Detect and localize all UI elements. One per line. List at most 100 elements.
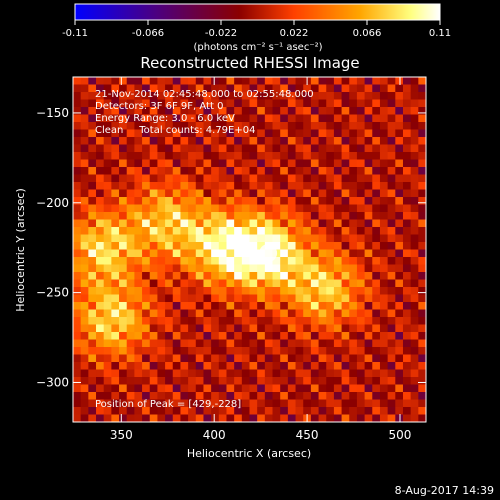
heatmap-cell bbox=[80, 92, 89, 101]
heatmap-cell bbox=[103, 309, 112, 318]
heatmap-cell bbox=[410, 107, 419, 116]
heatmap-cell bbox=[272, 174, 281, 183]
heatmap-cell bbox=[96, 354, 105, 363]
heatmap-cell bbox=[103, 107, 112, 116]
heatmap-cell bbox=[349, 287, 358, 296]
heatmap-cell bbox=[287, 197, 297, 206]
heatmap-cell bbox=[142, 167, 151, 176]
heatmap-cell bbox=[203, 249, 212, 258]
heatmap-cell bbox=[226, 204, 235, 213]
heatmap-cell bbox=[310, 197, 320, 206]
heatmap-cell bbox=[80, 137, 89, 146]
heatmap-cell bbox=[310, 369, 320, 378]
heatmap-cell bbox=[157, 167, 166, 176]
heatmap-cell bbox=[172, 99, 182, 108]
heatmap-cell bbox=[333, 242, 343, 251]
heatmap-cell bbox=[280, 302, 289, 311]
heatmap-cell bbox=[287, 107, 297, 116]
heatmap-cell bbox=[287, 309, 297, 318]
heatmap-cell bbox=[295, 287, 304, 296]
heatmap-cell bbox=[280, 287, 289, 296]
heatmap-cell bbox=[387, 369, 396, 378]
heatmap-cell bbox=[249, 167, 258, 176]
heatmap-cell bbox=[303, 294, 312, 303]
heatmap-cell bbox=[410, 354, 419, 363]
heatmap-cell bbox=[226, 249, 235, 258]
heatmap-cell bbox=[418, 174, 426, 183]
heatmap-cell bbox=[126, 384, 135, 393]
heatmap-cell bbox=[341, 257, 350, 266]
heatmap-cell bbox=[172, 279, 182, 288]
heatmap-cell bbox=[103, 122, 112, 131]
heatmap-cell bbox=[318, 354, 327, 363]
heatmap-cell bbox=[119, 84, 128, 93]
heatmap-cell bbox=[157, 317, 166, 326]
heatmap-cell bbox=[134, 377, 143, 386]
heatmap-cell bbox=[157, 137, 166, 146]
heatmap-cell bbox=[310, 92, 320, 101]
heatmap-cell bbox=[180, 249, 189, 258]
heatmap-cell bbox=[149, 272, 159, 281]
heatmap-cell bbox=[395, 369, 404, 378]
heatmap-cell bbox=[257, 227, 266, 236]
heatmap-cell bbox=[103, 377, 112, 386]
heatmap-cell bbox=[180, 302, 189, 311]
heatmap-cell bbox=[310, 257, 320, 266]
heatmap-cell bbox=[272, 242, 281, 251]
heatmap-cell bbox=[234, 249, 243, 258]
heatmap-cell bbox=[241, 317, 251, 326]
heatmap-cell bbox=[395, 399, 404, 408]
heatmap-cell bbox=[73, 362, 82, 371]
heatmap-cell bbox=[165, 77, 174, 86]
heatmap-cell bbox=[73, 354, 82, 363]
heatmap-cell bbox=[218, 317, 228, 326]
heatmap-cell bbox=[303, 144, 312, 153]
heatmap-cell bbox=[326, 339, 335, 348]
heatmap-cell bbox=[364, 339, 373, 348]
heatmap-cell bbox=[218, 144, 228, 153]
heatmap-cell bbox=[149, 182, 159, 191]
heatmap-cell bbox=[226, 354, 235, 363]
heatmap-cell bbox=[295, 219, 304, 228]
heatmap-cell bbox=[172, 399, 182, 408]
heatmap-cell bbox=[387, 242, 396, 251]
heatmap-cell bbox=[402, 279, 412, 288]
heatmap-cell bbox=[249, 182, 258, 191]
heatmap-cell bbox=[303, 384, 312, 393]
heatmap-cell bbox=[418, 234, 426, 243]
footer-timestamp: 8-Aug-2017 14:39 bbox=[395, 484, 494, 497]
heatmap-cell bbox=[356, 324, 366, 333]
heatmap-cell bbox=[149, 294, 159, 303]
heatmap-cell bbox=[272, 122, 281, 131]
heatmap-cell bbox=[333, 249, 343, 258]
heatmap-cell bbox=[80, 384, 89, 393]
heatmap-cell bbox=[80, 84, 89, 93]
heatmap-cell bbox=[303, 317, 312, 326]
heatmap-cell bbox=[134, 122, 143, 131]
heatmap-cell bbox=[257, 197, 266, 206]
heatmap-cell bbox=[341, 174, 350, 183]
heatmap-cell bbox=[349, 107, 358, 116]
heatmap-cell bbox=[326, 377, 335, 386]
heatmap-cell bbox=[264, 99, 274, 108]
heatmap-cell bbox=[264, 129, 274, 138]
heatmap-cell bbox=[264, 272, 274, 281]
heatmap-cell bbox=[410, 302, 419, 311]
heatmap-cell bbox=[264, 137, 274, 146]
heatmap-cell bbox=[280, 189, 289, 198]
heatmap-cell bbox=[126, 392, 135, 401]
heatmap-cell bbox=[326, 189, 335, 198]
heatmap-cell bbox=[287, 347, 297, 356]
heatmap-cell bbox=[272, 362, 281, 371]
heatmap-cell bbox=[402, 189, 412, 198]
heatmap-cell bbox=[326, 332, 335, 341]
heatmap-cell bbox=[126, 152, 135, 161]
heatmap-cell bbox=[379, 309, 389, 318]
heatmap-cell bbox=[119, 317, 128, 326]
heatmap-cell bbox=[88, 167, 97, 176]
heatmap-cell bbox=[203, 159, 212, 168]
heatmap-cell bbox=[356, 339, 366, 348]
heatmap-cell bbox=[149, 204, 159, 213]
heatmap-cell bbox=[387, 137, 396, 146]
heatmap-cell bbox=[188, 324, 197, 333]
